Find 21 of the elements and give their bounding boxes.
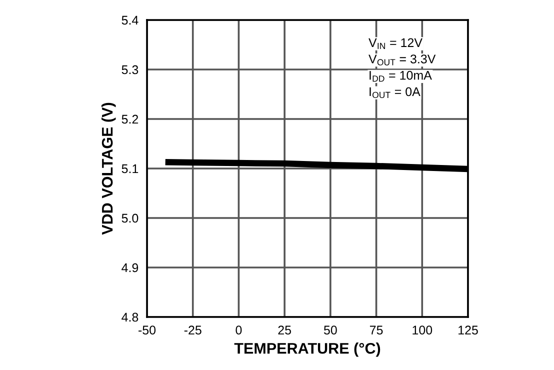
y-tick-label: 5.1 <box>122 164 138 174</box>
x-tick-label: 125 <box>458 326 478 335</box>
y-axis-title: VDD VOLTAGE (V) <box>101 102 116 235</box>
y-tick-label: 5.3 <box>122 65 138 74</box>
annotation: V$_{IN}$ = 12V <box>368 38 422 49</box>
y-tick-label: 5.4 <box>122 16 138 25</box>
x-tick-label: 75 <box>370 326 383 335</box>
x-tick-label: 100 <box>412 326 432 335</box>
y-tick-label: 4.9 <box>122 263 138 272</box>
y-tick-label: 4.8 <box>122 312 138 322</box>
y-tick-label: 5.0 <box>122 214 138 223</box>
annotation: V$_{OUT}$ = 3.3V <box>368 54 436 66</box>
annotation: I$_{OUT}$ = 0A <box>370 87 420 98</box>
x-tick-label: 0 <box>236 326 242 335</box>
x-axis-title: TEMPERATURE (°C) <box>234 342 380 357</box>
x-tick-label: 25 <box>278 326 291 335</box>
x-tick-label: -25 <box>184 326 202 335</box>
y-tick-label: 5.2 <box>122 114 138 124</box>
x-tick-label: 50 <box>324 326 337 335</box>
annotation: I$_{DD}$ = 10mA <box>370 70 432 82</box>
x-tick-label: -50 <box>138 326 156 335</box>
